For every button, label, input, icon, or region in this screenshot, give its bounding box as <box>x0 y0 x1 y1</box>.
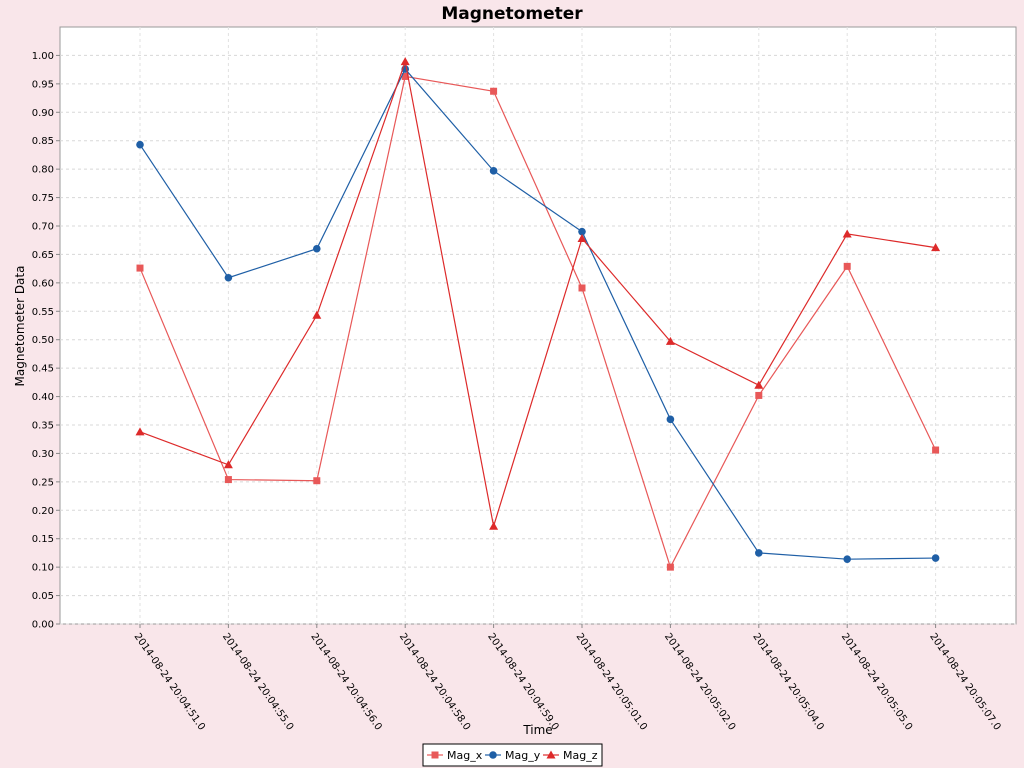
legend: Mag_x Mag_y Mag_z <box>422 743 603 767</box>
data-point <box>490 87 498 95</box>
series-Mag_y <box>136 65 940 563</box>
y-tick-label: 0.00 <box>32 620 54 631</box>
y-tick-label: 0.90 <box>32 108 54 119</box>
y-tick-label: 0.50 <box>32 335 54 346</box>
data-point <box>224 273 233 282</box>
y-tick-label: 0.20 <box>32 506 54 517</box>
data-point <box>755 549 763 557</box>
series-line <box>139 59 936 527</box>
data-point <box>842 229 852 238</box>
data-point <box>754 380 764 389</box>
legend-marker <box>489 751 497 759</box>
x-tick-label: 2014-08-24 20:04:55.0 <box>220 631 295 732</box>
data-point <box>312 310 322 319</box>
x-axis: 2014-08-24 20:04:51.0 2014-08-24 20:04:55… <box>132 624 1003 733</box>
y-tick-label: 0.85 <box>32 136 54 147</box>
y-tick-label: 0.05 <box>32 591 54 602</box>
x-tick-label: 2014-08-24 20:04:56.0 <box>308 631 383 732</box>
data-point <box>665 336 675 345</box>
data-point <box>224 476 232 484</box>
y-tick-label: 0.10 <box>32 563 54 574</box>
data-point <box>932 446 940 454</box>
y-tick-label: 0.55 <box>32 307 54 318</box>
y-tick-label: 0.65 <box>32 250 54 261</box>
y-tick-label: 0.75 <box>32 193 54 204</box>
data-point <box>666 415 675 424</box>
y-axis: 0.00 0.05 0.10 0.15 0.20 0.25 0.30 0.35 0.40 0.45… <box>32 51 60 631</box>
legend-box <box>422 743 603 767</box>
y-tick-label: 0.80 <box>32 165 54 176</box>
data-point <box>843 262 851 270</box>
legend-item-Mag_x: Mag_x <box>427 749 483 762</box>
data-point <box>136 140 144 149</box>
legend-label: Mag_y <box>505 749 541 762</box>
data-point <box>489 521 499 530</box>
y-axis-label: Magnetometer Data <box>13 266 27 387</box>
data-point <box>223 460 233 469</box>
data-point <box>313 244 321 253</box>
series-Mag_z <box>135 57 941 530</box>
data-point <box>135 427 145 436</box>
data-point <box>578 284 586 292</box>
data-point <box>577 234 587 243</box>
y-tick-label: 0.95 <box>32 79 54 90</box>
legend-item-Mag_z: Mag_z <box>543 749 598 762</box>
x-tick-label: 2014-08-24 20:05:05.0 <box>839 631 914 732</box>
y-tick-label: 0.25 <box>32 477 54 488</box>
data-point <box>931 554 940 562</box>
x-tick-label: 2014-08-24 20:04:51.0 <box>132 631 207 732</box>
legend-item-Mag_y: Mag_y <box>485 749 541 762</box>
y-tick-label: 0.35 <box>32 421 54 432</box>
y-tick-label: 0.70 <box>32 222 54 233</box>
data-point <box>666 563 674 571</box>
y-tick-label: 0.30 <box>32 449 54 460</box>
x-tick-label: 2014-08-24 20:05:07.0 <box>927 631 1002 732</box>
y-tick-label: 0.60 <box>32 278 54 289</box>
data-point <box>136 264 144 272</box>
x-tick-label: 2014-08-24 20:04:58.0 <box>397 631 472 732</box>
data-point <box>843 555 851 563</box>
legend-marker <box>546 750 556 759</box>
x-tick-label: 2014-08-24 20:05:01.0 <box>574 631 649 732</box>
data-point <box>313 477 321 485</box>
x-tick-label: 2014-08-24 20:04:59.0 <box>485 631 560 732</box>
x-axis-label: Time <box>522 723 552 737</box>
y-tick-label: 0.15 <box>32 534 54 545</box>
series-Mag_x <box>136 72 940 571</box>
series-line <box>139 67 936 560</box>
legend-label: Mag_z <box>563 749 598 762</box>
chart-title: Magnetometer <box>441 4 583 24</box>
y-tick-label: 0.40 <box>32 392 54 403</box>
x-tick-label: 2014-08-24 20:05:04.0 <box>750 631 825 732</box>
legend-label: Mag_x <box>447 749 483 762</box>
series-line <box>139 75 937 569</box>
series <box>135 57 941 571</box>
y-tick-label: 1.00 <box>32 51 54 62</box>
data-point <box>489 167 498 175</box>
data-point <box>755 391 763 399</box>
data-point <box>401 72 409 80</box>
plot-area <box>59 26 1017 625</box>
y-tick-label: 0.45 <box>32 364 54 375</box>
legend-marker <box>431 751 439 759</box>
data-point <box>578 227 586 236</box>
data-point <box>400 57 410 66</box>
x-tick-label: 2014-08-24 20:05:02.0 <box>662 631 737 732</box>
data-point <box>931 243 941 252</box>
